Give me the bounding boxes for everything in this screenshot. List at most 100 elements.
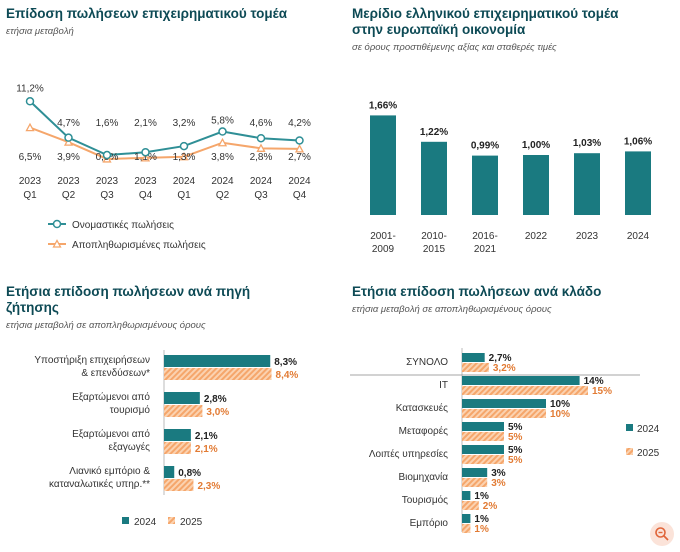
data-label-nominal: 3,2% (173, 118, 196, 129)
data-label-deflated: 6,5% (19, 152, 42, 163)
data-label-2025: 3,0% (206, 407, 229, 418)
share-chart-title-line2: στην ευρωπαϊκή οικονομία (352, 22, 526, 37)
data-label-nominal: 4,2% (288, 118, 311, 129)
bar-2024 (462, 468, 488, 477)
legend-label-deflated: Αποπληθωρισμένες πωλήσεις (72, 239, 206, 251)
data-label-nominal: 2,1% (134, 118, 157, 129)
bar-2025 (462, 386, 588, 395)
share-chart-subtitle: σε όρους προστιθέμενης αξίας και σταθερέ… (352, 42, 557, 53)
sector-chart-subtitle: ετήσια μεταβολή σε αποπληθωρισμένους όρο… (352, 304, 552, 315)
data-label-2024: 14% (584, 376, 604, 387)
x-tick-quarter: Q1 (177, 190, 191, 201)
bar-2024 (164, 429, 191, 441)
data-label-2025: 2,1% (195, 444, 218, 455)
bar-2024 (164, 392, 200, 404)
x-tick-quarter: Q4 (293, 190, 307, 201)
series-line-nominal (29, 100, 300, 157)
legend-swatch-2024 (626, 424, 633, 431)
bar-2025 (462, 478, 488, 487)
data-label: 1,22% (420, 127, 448, 138)
category-label: Κατασκευές (396, 402, 448, 414)
x-tick-year: 2023 (96, 176, 119, 187)
data-label-2025: 3% (491, 478, 506, 489)
bar-2024 (462, 399, 546, 408)
point-deflated (217, 137, 228, 147)
x-tick-label-line2: 2021 (474, 244, 497, 255)
magnifier-icon (655, 527, 669, 541)
data-label-2025: 2% (483, 501, 498, 512)
data-label-2024: 1% (474, 491, 489, 502)
bar-2024 (462, 491, 471, 500)
bar-2025 (462, 501, 479, 510)
point-deflated (179, 151, 189, 161)
legend-label-2025: 2025 (180, 517, 203, 528)
category-label: Βιομηχανία (398, 471, 448, 483)
x-tick-label-line2: 2015 (423, 244, 446, 255)
bar-2024 (462, 353, 485, 362)
data-label-deflated: 2,7% (288, 152, 311, 163)
bar-2024 (462, 445, 504, 454)
zoom-icon[interactable] (650, 522, 674, 546)
data-label-2025: 5% (508, 432, 523, 443)
bar (574, 153, 600, 215)
share-chart-title-line1: Μερίδιο ελληνικού επιχειρηματικού τομέα (352, 6, 619, 21)
bar-2025 (462, 409, 546, 418)
data-label-2024: 2,8% (204, 394, 227, 405)
x-tick-label: 2022 (525, 231, 548, 242)
bar-2025 (462, 524, 471, 533)
data-label: 1,06% (624, 136, 652, 147)
share-bar-chart: 1,66% 2001- 2009 1,22% 2010- 2015 0,99% 2016- 20… (369, 100, 652, 255)
data-label-nominal: 4,6% (250, 118, 273, 129)
category-label: ΣΥΝΟΛΟ (406, 357, 448, 368)
x-tick-year: 2024 (211, 176, 234, 187)
data-label-deflated: 3,8% (211, 152, 234, 163)
point-nominal (64, 133, 73, 142)
bar-2025 (164, 479, 194, 491)
data-label-2024: 1% (474, 514, 489, 525)
bar-2025 (164, 368, 272, 380)
bar (370, 115, 396, 215)
legend-label-2024: 2024 (134, 517, 157, 528)
bar-2025 (164, 405, 203, 417)
x-tick-year: 2024 (288, 176, 311, 187)
bar-2025 (462, 432, 504, 441)
data-label-nominal: 5,8% (211, 116, 234, 127)
point-nominal (256, 133, 266, 143)
data-label-2024: 10% (550, 399, 570, 410)
bar (523, 155, 549, 215)
data-label-deflated: 1,3% (173, 152, 196, 163)
point-deflated (256, 143, 266, 152)
data-label-2024: 2,7% (489, 353, 512, 364)
x-tick-label: 2024 (627, 231, 650, 242)
data-label: 1,03% (573, 138, 601, 149)
data-label-2024: 8,3% (274, 357, 297, 368)
data-label-deflated: 1,1% (134, 152, 157, 163)
category-label: Μεταφορές (399, 425, 449, 437)
point-deflated (294, 144, 305, 153)
sector-chart-title: Ετήσια επίδοση πωλήσεων ανά κλάδο (352, 284, 602, 299)
bar (472, 155, 498, 215)
data-label-2025: 15% (592, 386, 612, 397)
category-label: Υποστήριξη επιχειρήσεων (34, 354, 150, 366)
x-tick-quarter: Q4 (139, 190, 153, 201)
bar-2025 (462, 455, 504, 464)
demand-chart-subtitle: ετήσια μεταβολή σε αποπληθωρισμένους όρο… (6, 320, 206, 331)
x-tick-label: 2010- (421, 231, 447, 242)
category-label: Λιανικό εμπόριο & (69, 465, 150, 477)
x-tick-label: 2001- (370, 231, 396, 242)
data-label-deflated: 3,9% (57, 152, 80, 163)
sector-bar-chart: ΣΥΝΟΛΟ 2,7%3,2% IT 14%15% Κατασκευές 10%10% Με… (350, 348, 660, 535)
bar-2024 (462, 422, 504, 431)
bar (421, 141, 447, 215)
point-nominal (102, 150, 112, 160)
legend-swatch-2024 (122, 517, 129, 524)
point-deflated (140, 152, 151, 162)
point-nominal (141, 147, 150, 157)
category-label: Τουρισμός (402, 494, 448, 506)
data-label-2025: 5% (508, 455, 523, 466)
line-chart-title: Επίδοση πωλήσεων επιχειρηματικού τομέα (6, 6, 288, 21)
x-tick-quarter: Q3 (100, 190, 114, 201)
point-nominal (179, 141, 189, 151)
point-nominal (218, 127, 227, 136)
bar (625, 151, 651, 215)
